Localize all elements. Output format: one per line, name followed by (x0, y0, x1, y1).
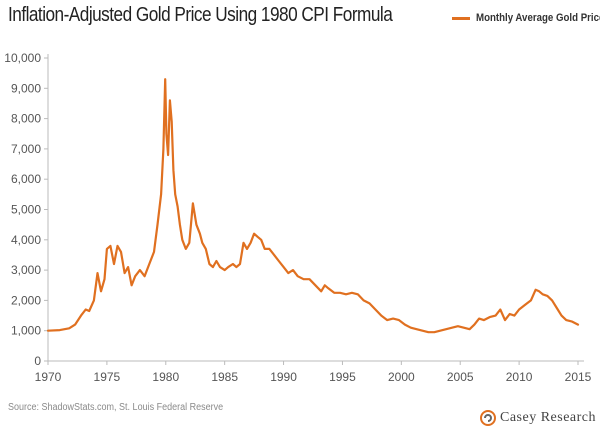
series-line (46, 78, 580, 334)
y-tick-label: 3,000 (11, 263, 41, 277)
x-tick-label: 2010 (506, 370, 533, 384)
x-tick-label: 1990 (270, 370, 297, 384)
y-tick-label: 1,000 (11, 324, 41, 338)
y-tick-label: 0 (34, 354, 41, 368)
x-tick-label: 1985 (211, 370, 238, 384)
source-note: Source: ShadowStats.com, St. Louis Feder… (8, 402, 224, 413)
y-tick-label: 10,000 (4, 51, 41, 65)
x-tick-label: 2000 (388, 370, 415, 384)
logo-mark-icon (480, 410, 496, 426)
legend-swatch (452, 16, 470, 20)
casey-research-logo: Casey Research (480, 410, 596, 426)
y-tick-label: 9,000 (11, 81, 41, 95)
x-tick-label: 1975 (94, 370, 121, 384)
x-tick-label: 1980 (152, 370, 179, 384)
y-tick-label: 6,000 (11, 172, 41, 186)
legend: Monthly Average Gold Price (452, 12, 600, 24)
x-tick-label: 2015 (565, 370, 592, 384)
y-tick-label: 5,000 (11, 203, 41, 217)
y-tick-label: 8,000 (11, 112, 41, 126)
x-tick-label: 1970 (35, 370, 62, 384)
x-tick-label: 1995 (329, 370, 356, 384)
y-tick-label: 2,000 (11, 293, 41, 307)
series-layer (46, 78, 580, 334)
x-tick-label: 2005 (447, 370, 474, 384)
y-tick-label: 4,000 (11, 233, 41, 247)
chart-title: Inflation-Adjusted Gold Price Using 1980… (8, 4, 393, 26)
y-tick-label: 7,000 (11, 142, 41, 156)
axes: 0 1,000 2,000 3,000 4,000 5,000 6,000 7,000 8,00… (4, 51, 591, 384)
legend-label: Monthly Average Gold Price (476, 12, 600, 24)
logo-text: Casey Research (500, 410, 597, 425)
